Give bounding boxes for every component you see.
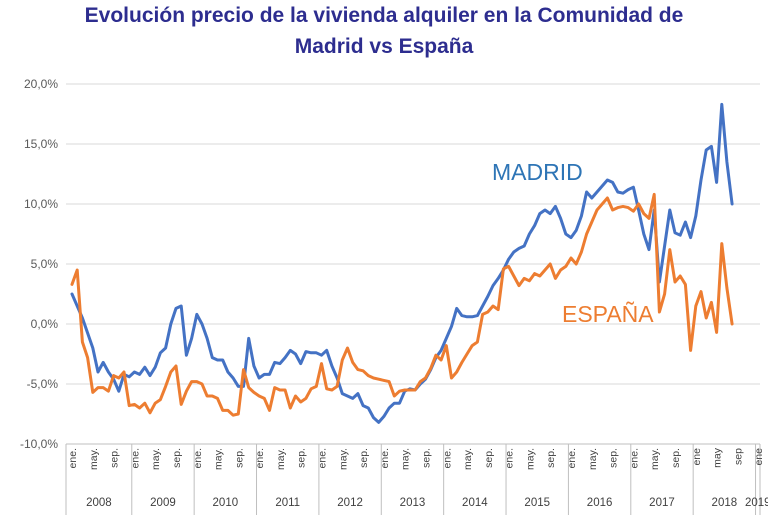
year-label: 2017	[649, 497, 675, 509]
year-label: 2012	[337, 497, 363, 509]
x-tick-label: ene.	[441, 448, 453, 468]
x-tick-label: sep.	[233, 448, 245, 468]
x-tick-label: may.	[400, 448, 412, 470]
y-tick-label: -5,0%	[27, 377, 59, 391]
x-tick-label: sep.	[670, 448, 682, 468]
x-tick-label: may.	[337, 448, 349, 470]
x-tick-label: may.	[524, 448, 536, 470]
x-tick-label: ene.	[566, 448, 578, 468]
chart-title-line-2: Madrid vs España	[294, 35, 474, 58]
x-tick-label: may.	[213, 448, 225, 470]
x-tick-label: may.	[462, 448, 474, 470]
x-tick-label: ene.	[379, 448, 391, 468]
x-tick-label: ene.	[67, 448, 79, 468]
x-tick-label: sep.	[545, 448, 557, 468]
year-label: 2019	[745, 497, 768, 509]
x-tick-label: ene.	[628, 448, 640, 468]
x-tick-label: may.	[649, 448, 661, 470]
x-tick-label: ene.	[254, 448, 266, 468]
y-tick-label: 20,0%	[24, 77, 58, 91]
y-tick-label: 5,0%	[31, 257, 59, 271]
x-tick-label: ene.	[317, 448, 329, 468]
x-tick-label: may.	[150, 448, 162, 470]
x-axis: ene. may. sep. ene. may. sep. ene. may. sep. ene.…	[65, 443, 768, 515]
x-tick-label: ene.	[192, 448, 204, 468]
x-tick-label: sep	[732, 448, 744, 465]
x-tick-label: ene.	[504, 448, 516, 468]
year-label: 2011	[275, 497, 300, 509]
year-label: 2016	[587, 497, 613, 509]
series-line-espana	[70, 192, 734, 417]
chart-title-line-1: Evolución precio de la vivienda alquiler…	[84, 4, 684, 27]
x-tick-label: sep.	[483, 448, 495, 468]
y-axis: 20,0% 15,0% 10,0% 5,0% 0,0% -5,0% -10,0%	[20, 77, 58, 451]
year-label: 2015	[524, 497, 550, 509]
series-labels: MADRID ESPAÑA	[492, 159, 654, 327]
x-tick-label: sep.	[358, 448, 370, 468]
year-label: 2009	[150, 497, 176, 509]
year-label: 2008	[86, 497, 112, 509]
series-label-espana: ESPAÑA	[562, 301, 654, 327]
year-label: 2010	[213, 497, 239, 509]
x-tick-label: sep.	[608, 448, 620, 468]
y-tick-label: 10,0%	[24, 197, 58, 211]
year-label: 2018	[712, 497, 738, 509]
x-tick-label: sep.	[296, 448, 308, 468]
x-tick-label: ene	[691, 448, 703, 466]
year-label: 2013	[400, 497, 426, 509]
x-tick-label: may.	[275, 448, 287, 470]
y-tick-label: 15,0%	[24, 137, 58, 151]
x-tick-label: may	[712, 447, 724, 468]
y-tick-label: 0,0%	[31, 317, 59, 331]
x-tick-label: may.	[587, 448, 599, 470]
x-tick-label: sep.	[420, 448, 432, 468]
x-tick-label: may.	[88, 448, 100, 470]
x-tick-label: ene	[753, 448, 765, 466]
chart-title: Evolución precio de la vivienda alquiler…	[0, 0, 768, 62]
year-label: 2014	[462, 497, 488, 509]
series-label-madrid: MADRID	[492, 159, 583, 185]
x-tick-label: ene.	[129, 448, 141, 468]
series-lines	[70, 102, 734, 424]
y-tick-label: -10,0%	[20, 437, 58, 451]
x-tick-label: sep.	[171, 448, 183, 468]
x-tick-label: sep.	[109, 448, 121, 468]
